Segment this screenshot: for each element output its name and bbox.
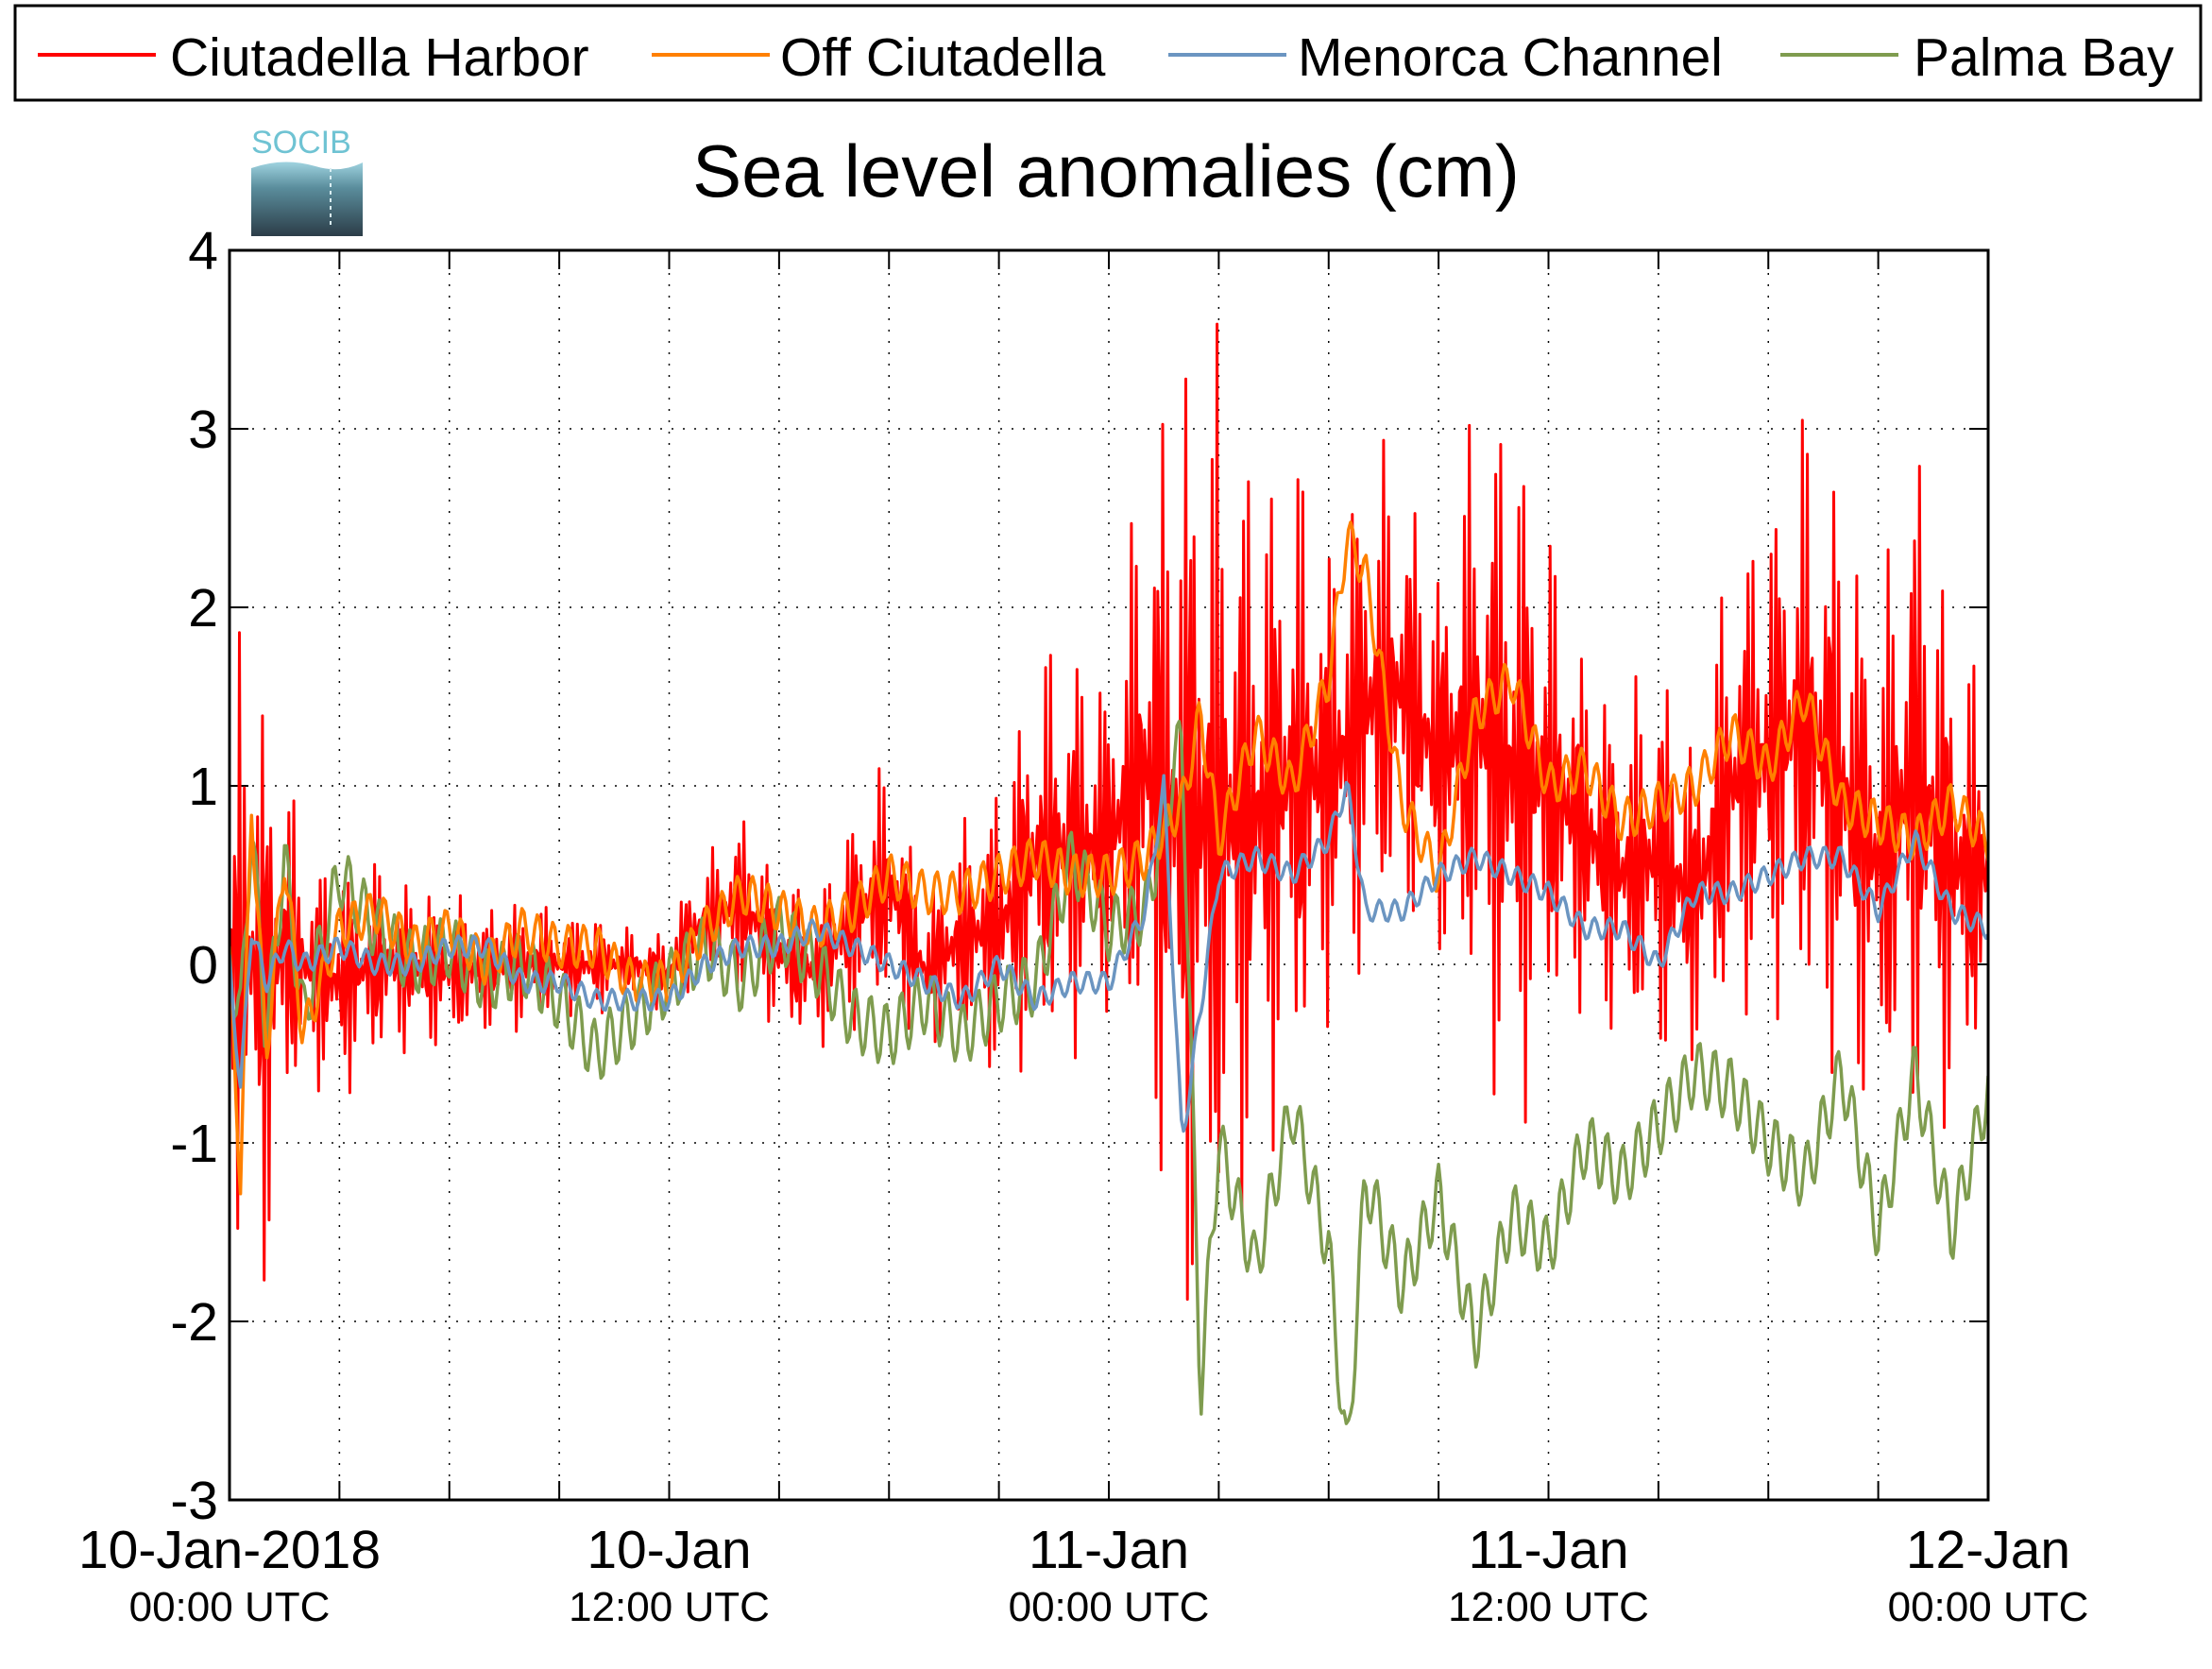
y-axis-labels: -3 -2 -1 0 1 2 3 4 xyxy=(170,221,218,1531)
x-tick-sublabel: 00:00 UTC xyxy=(1009,1584,1210,1630)
legend-label-menorca-channel: Menorca Channel xyxy=(1298,27,1723,88)
logo-text: SOCIB xyxy=(251,125,351,161)
y-tick-label: -3 xyxy=(170,1471,218,1531)
x-tick-sublabel: 12:00 UTC xyxy=(569,1584,770,1630)
y-tick-label: 2 xyxy=(188,578,218,639)
y-tick-label: -1 xyxy=(170,1114,218,1174)
y-tick-label: -2 xyxy=(170,1292,218,1353)
x-tick-label: 11-Jan xyxy=(1468,1520,1628,1580)
x-tick-label: 11-Jan xyxy=(1029,1520,1189,1580)
y-tick-label: 4 xyxy=(188,221,218,281)
y-tick-label: 3 xyxy=(188,400,218,460)
plot-frame xyxy=(228,248,1990,1502)
x-tick-label: 10-Jan xyxy=(587,1520,751,1580)
socib-logo: SOCIB xyxy=(251,125,363,236)
y-tick-label: 0 xyxy=(188,935,218,996)
legend: Ciutadella Harbor Off Ciutadella Menorca… xyxy=(13,4,2203,102)
series-line-ciutadella-harbor xyxy=(230,322,1988,1302)
x-tick-sublabel: 12:00 UTC xyxy=(1448,1584,1649,1630)
series-line-menorca-channel xyxy=(230,774,1988,1133)
x-tick-label: 12-Jan xyxy=(1906,1520,2070,1580)
legend-label-ciutadella-harbor: Ciutadella Harbor xyxy=(170,27,589,88)
x-tick-label: 10-Jan-2018 xyxy=(78,1520,381,1580)
series-layer xyxy=(230,322,1988,1425)
x-tick-sublabel: 00:00 UTC xyxy=(1888,1584,2089,1630)
x-tick-sublabel: 00:00 UTC xyxy=(129,1584,331,1630)
y-tick-label: 1 xyxy=(188,757,218,817)
chart-title: Sea level anomalies (cm) xyxy=(692,129,1520,213)
series-line-off-ciutadella xyxy=(230,520,1988,1196)
legend-label-off-ciutadella: Off Ciutadella xyxy=(780,27,1106,88)
legend-label-palma-bay: Palma Bay xyxy=(1914,27,2174,88)
